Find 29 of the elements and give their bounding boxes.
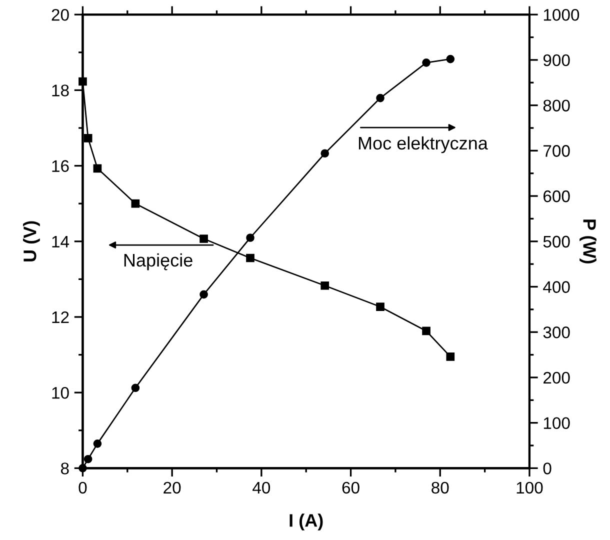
y2-tick-label: 400	[543, 281, 570, 293]
x-tick-label: 100	[516, 482, 543, 494]
y2-tick-label: 200	[544, 372, 570, 384]
y2-axis-title: P (W)	[580, 220, 596, 264]
y2-tick-label: 800	[543, 100, 570, 112]
x-tick-label: 0	[78, 482, 87, 494]
x-tick-label: 20	[164, 482, 181, 494]
y-tick-label: 8	[60, 462, 69, 474]
annotation: Napięcie	[124, 253, 192, 270]
x-tick-label: 80	[432, 482, 449, 494]
y2-tick-label: 700	[544, 145, 570, 157]
y2-tick-label: 500	[543, 236, 570, 248]
y2-tick-label: 0	[543, 462, 552, 474]
y-tick-label: 16	[52, 160, 69, 172]
y-axis-title: U (V)	[23, 221, 40, 262]
annotation: Moc elektryczna	[358, 136, 488, 154]
y2-tick-label: 900	[543, 54, 570, 66]
y2-tick-label: 100	[544, 417, 570, 430]
y-tick-label: 14	[52, 236, 70, 248]
y-tick-label: 12	[52, 311, 69, 324]
y2-tick-label: 300	[543, 326, 570, 338]
y2-tick-label: 600	[544, 190, 570, 202]
x-tick-label: 60	[342, 482, 360, 494]
x-tick-label: 40	[252, 482, 270, 494]
y-tick-label: 20	[52, 8, 69, 21]
y2-tick-label: 1000	[544, 8, 580, 21]
y-tick-label: 18	[52, 84, 69, 96]
y-tick-label: 10	[52, 386, 69, 399]
x-axis-title: I (A)	[290, 514, 323, 530]
